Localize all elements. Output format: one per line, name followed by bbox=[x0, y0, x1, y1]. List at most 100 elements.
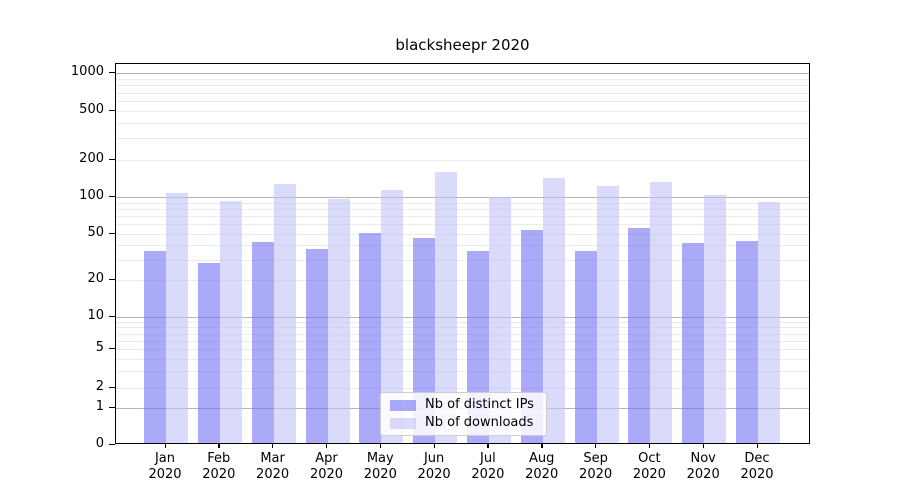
y-tick-mark bbox=[109, 443, 115, 445]
bar-distinct-ips bbox=[359, 233, 382, 443]
bar-distinct-ips bbox=[144, 251, 166, 443]
y-tick-label: 200 bbox=[79, 151, 104, 166]
minor-gridline bbox=[116, 280, 809, 281]
y-tick-label: 50 bbox=[87, 225, 104, 240]
minor-gridline bbox=[116, 92, 809, 94]
x-tick-label: Aug 2020 bbox=[525, 451, 559, 482]
minor-gridline bbox=[116, 224, 809, 226]
bar-downloads bbox=[542, 177, 565, 443]
x-tick-label: Jun 2020 bbox=[417, 451, 451, 482]
minor-gridline bbox=[116, 216, 809, 217]
y-tick-label: 20 bbox=[87, 271, 104, 286]
minor-gridline bbox=[116, 85, 809, 87]
x-tick-mark bbox=[648, 444, 651, 448]
y-tick-label: 2 bbox=[95, 379, 104, 394]
bar-distinct-ips bbox=[520, 229, 543, 443]
legend-item-distinct-ips: Nb of distinct IPs bbox=[390, 398, 537, 412]
minor-gridline bbox=[116, 358, 809, 360]
y-tick-label: 500 bbox=[79, 102, 104, 117]
bar-downloads bbox=[650, 181, 673, 443]
minor-gridline bbox=[116, 111, 809, 112]
y-tick-label: 1000 bbox=[70, 64, 104, 79]
minor-gridline bbox=[116, 245, 809, 247]
bar-downloads bbox=[758, 201, 780, 443]
x-tick-mark bbox=[756, 444, 758, 448]
minor-gridline bbox=[116, 321, 809, 323]
minor-gridline bbox=[116, 122, 809, 124]
bar-downloads bbox=[327, 198, 350, 443]
minor-gridline bbox=[116, 349, 809, 350]
y-tick-label: 100 bbox=[79, 188, 104, 203]
x-tick-mark bbox=[433, 444, 435, 448]
y-tick-label: 10 bbox=[87, 308, 104, 323]
bar-downloads bbox=[488, 197, 511, 443]
bar-distinct-ips bbox=[736, 240, 758, 443]
x-tick-mark bbox=[541, 444, 543, 448]
x-tick-label: Oct 2020 bbox=[632, 451, 666, 482]
bar-downloads bbox=[219, 201, 242, 443]
bar-downloads bbox=[704, 194, 727, 443]
y-tick-mark bbox=[109, 195, 115, 197]
minor-gridline bbox=[116, 78, 809, 80]
bar-downloads bbox=[596, 186, 619, 443]
legend-item-downloads: Nb of downloads bbox=[390, 416, 537, 430]
x-tick-mark bbox=[595, 444, 597, 448]
bar-distinct-ips bbox=[413, 238, 436, 443]
minor-gridline bbox=[116, 370, 809, 372]
x-tick-mark bbox=[379, 444, 382, 448]
bar-downloads bbox=[381, 189, 404, 443]
bar-distinct-ips bbox=[197, 262, 220, 443]
x-tick-mark bbox=[702, 444, 705, 448]
minor-gridline bbox=[116, 234, 809, 235]
y-tick-mark bbox=[109, 232, 115, 234]
chart-title: blacksheepr 2020 bbox=[395, 36, 530, 54]
y-tick-mark bbox=[109, 109, 115, 111]
y-tick-label: 0 bbox=[95, 436, 104, 451]
x-tick-label: Jan 2020 bbox=[148, 451, 182, 482]
minor-gridline bbox=[116, 202, 809, 204]
y-tick-mark bbox=[109, 71, 115, 73]
minor-gridline bbox=[116, 340, 809, 342]
x-tick-label: Jul 2020 bbox=[471, 451, 505, 482]
legend: Nb of distinct IPs Nb of downloads bbox=[380, 392, 547, 436]
x-tick-label: Sep 2020 bbox=[579, 451, 613, 482]
distinct-ips-swatch-icon bbox=[390, 399, 416, 411]
y-tick-mark bbox=[109, 315, 115, 317]
y-tick-mark bbox=[109, 278, 115, 280]
x-tick-label: Nov 2020 bbox=[686, 451, 720, 482]
bar-downloads bbox=[273, 183, 296, 443]
x-tick-label: Dec 2020 bbox=[740, 451, 774, 482]
bar-distinct-ips bbox=[574, 251, 597, 443]
x-tick-label: May 2020 bbox=[363, 451, 397, 482]
minor-gridline bbox=[116, 101, 809, 102]
bar-distinct-ips bbox=[628, 227, 651, 443]
major-gridline bbox=[116, 197, 809, 198]
minor-gridline bbox=[116, 138, 809, 140]
bar-downloads bbox=[435, 172, 458, 443]
y-tick-mark bbox=[109, 158, 115, 160]
major-gridline bbox=[116, 73, 809, 74]
x-tick-label: Mar 2020 bbox=[256, 451, 290, 482]
major-gridline bbox=[116, 317, 809, 318]
y-tick-mark bbox=[109, 386, 115, 388]
minor-gridline bbox=[116, 259, 809, 261]
bar-downloads bbox=[166, 192, 188, 443]
plot-area bbox=[115, 63, 810, 444]
y-tick-label: 1 bbox=[95, 399, 104, 414]
minor-gridline bbox=[116, 327, 809, 329]
x-tick-mark bbox=[272, 444, 274, 448]
minor-gridline bbox=[116, 333, 809, 335]
x-tick-mark bbox=[326, 444, 328, 448]
minor-gridline bbox=[116, 208, 809, 210]
y-tick-mark bbox=[109, 347, 115, 349]
minor-gridline bbox=[116, 160, 809, 161]
x-tick-mark bbox=[164, 444, 166, 448]
bar-distinct-ips bbox=[682, 243, 705, 443]
minor-gridline bbox=[116, 388, 809, 389]
y-tick-mark bbox=[109, 406, 115, 408]
legend-label-downloads: Nb of downloads bbox=[425, 415, 534, 430]
x-tick-mark bbox=[218, 444, 220, 448]
x-tick-mark bbox=[487, 444, 489, 448]
x-tick-label: Apr 2020 bbox=[309, 451, 344, 482]
